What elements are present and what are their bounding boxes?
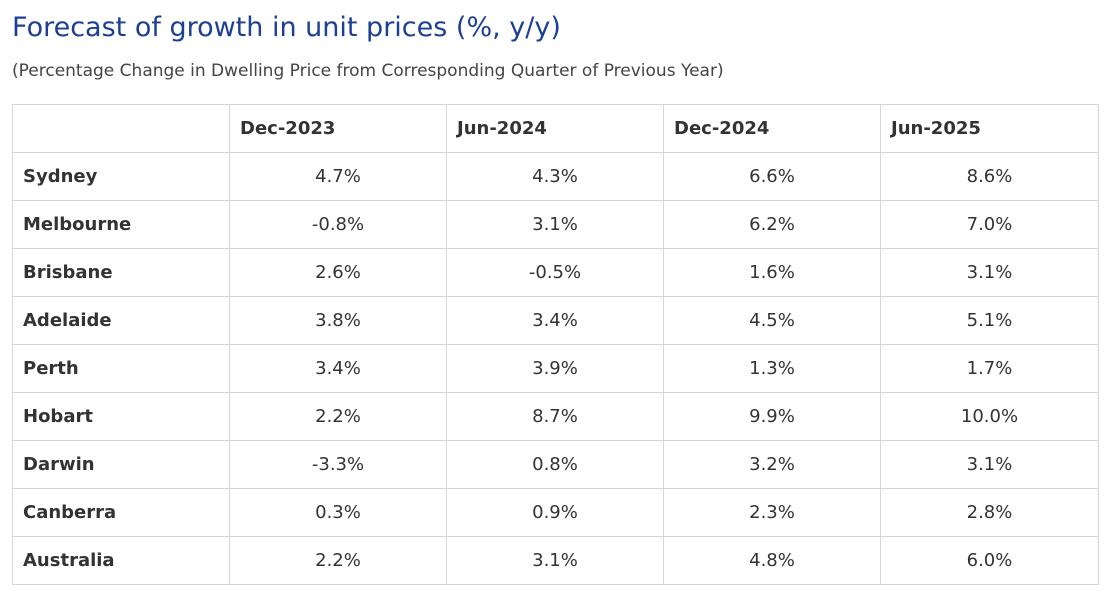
table-row: Sydney 4.7% 4.3% 6.6% 8.6% xyxy=(12,152,1099,201)
table-cell: 2.3% xyxy=(663,488,881,537)
page-subtitle: (Percentage Change in Dwelling Price fro… xyxy=(12,61,724,81)
table-cell: 5.1% xyxy=(880,296,1099,345)
table-cell: 10.0% xyxy=(880,392,1099,441)
column-header-blank xyxy=(12,104,230,153)
table-cell: 3.1% xyxy=(880,248,1099,297)
table-cell: 2.2% xyxy=(229,392,447,441)
table-cell: 8.7% xyxy=(446,392,664,441)
row-label: Canberra xyxy=(12,488,230,537)
table-row: Hobart 2.2% 8.7% 9.9% 10.0% xyxy=(12,392,1099,441)
table-cell: 4.5% xyxy=(663,296,881,345)
table-cell: 6.6% xyxy=(663,152,881,201)
table-row: Brisbane 2.6% -0.5% 1.6% 3.1% xyxy=(12,248,1099,297)
table-row: Canberra 0.3% 0.9% 2.3% 2.8% xyxy=(12,488,1099,537)
table-cell: 7.0% xyxy=(880,200,1099,249)
table-cell: 1.3% xyxy=(663,344,881,393)
row-label: Adelaide xyxy=(12,296,230,345)
table-cell: 1.6% xyxy=(663,248,881,297)
table-cell: 9.9% xyxy=(663,392,881,441)
table-cell: 3.4% xyxy=(446,296,664,345)
table-row: Darwin -3.3% 0.8% 3.2% 3.1% xyxy=(12,440,1099,489)
table-cell: 6.0% xyxy=(880,536,1099,585)
row-label: Melbourne xyxy=(12,200,230,249)
row-label: Perth xyxy=(12,344,230,393)
table-row: Melbourne -0.8% 3.1% 6.2% 7.0% xyxy=(12,200,1099,249)
table-cell: 3.9% xyxy=(446,344,664,393)
row-label: Australia xyxy=(12,536,230,585)
table-cell: 8.6% xyxy=(880,152,1099,201)
table-cell: -0.8% xyxy=(229,200,447,249)
row-label: Darwin xyxy=(12,440,230,489)
table-cell: 2.2% xyxy=(229,536,447,585)
column-header-jun-2025: Jun-2025 xyxy=(880,104,1099,153)
table-cell: 3.4% xyxy=(229,344,447,393)
table-cell: 2.8% xyxy=(880,488,1099,537)
table-cell: 0.3% xyxy=(229,488,447,537)
page-title: Forecast of growth in unit prices (%, y/… xyxy=(12,12,561,43)
table-cell: 3.8% xyxy=(229,296,447,345)
table-cell: 3.1% xyxy=(880,440,1099,489)
table-cell: -3.3% xyxy=(229,440,447,489)
column-header-dec-2023: Dec-2023 xyxy=(229,104,447,153)
table-cell: 6.2% xyxy=(663,200,881,249)
table-cell: 2.6% xyxy=(229,248,447,297)
table-cell: 4.3% xyxy=(446,152,664,201)
table-cell: 3.1% xyxy=(446,536,664,585)
column-header-jun-2024: Jun-2024 xyxy=(446,104,664,153)
table-cell: 3.2% xyxy=(663,440,881,489)
table-cell: 4.8% xyxy=(663,536,881,585)
row-label: Hobart xyxy=(12,392,230,441)
table-cell: 0.8% xyxy=(446,440,664,489)
row-label: Brisbane xyxy=(12,248,230,297)
table-cell: 3.1% xyxy=(446,200,664,249)
table-cell: 1.7% xyxy=(880,344,1099,393)
column-header-dec-2024: Dec-2024 xyxy=(663,104,881,153)
table-cell: 0.9% xyxy=(446,488,664,537)
table-cell: -0.5% xyxy=(446,248,664,297)
table-row: Perth 3.4% 3.9% 1.3% 1.7% xyxy=(12,344,1099,393)
table-header-row: Dec-2023 Jun-2024 Dec-2024 Jun-2025 xyxy=(12,104,1099,153)
forecast-table: Dec-2023 Jun-2024 Dec-2024 Jun-2025 Sydn… xyxy=(12,104,1099,585)
table-body: Sydney 4.7% 4.3% 6.6% 8.6% Melbourne -0.8% 3.1%… xyxy=(12,152,1099,585)
table-row: Australia 2.2% 3.1% 4.8% 6.0% xyxy=(12,536,1099,585)
table-row: Adelaide 3.8% 3.4% 4.5% 5.1% xyxy=(12,296,1099,345)
row-label: Sydney xyxy=(12,152,230,201)
table-cell: 4.7% xyxy=(229,152,447,201)
